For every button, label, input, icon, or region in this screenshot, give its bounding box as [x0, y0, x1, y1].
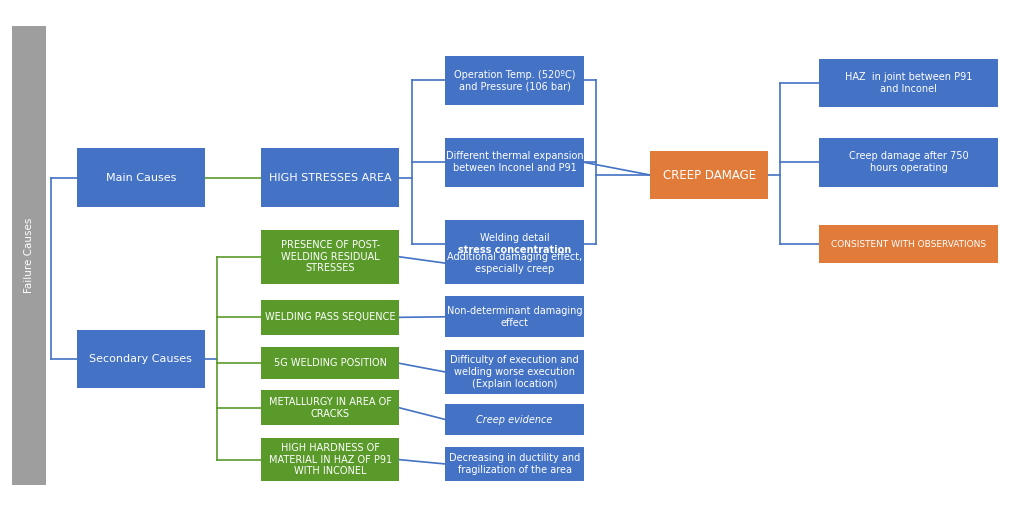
FancyBboxPatch shape: [261, 347, 399, 379]
FancyBboxPatch shape: [819, 225, 998, 263]
FancyBboxPatch shape: [445, 220, 584, 268]
FancyBboxPatch shape: [445, 243, 584, 284]
Text: HIGH STRESSES AREA: HIGH STRESSES AREA: [269, 173, 391, 182]
FancyBboxPatch shape: [77, 330, 205, 388]
Text: CONSISTENT WITH OBSERVATIONS: CONSISTENT WITH OBSERVATIONS: [831, 240, 986, 248]
Text: 5G WELDING POSITION: 5G WELDING POSITION: [273, 358, 387, 368]
FancyBboxPatch shape: [445, 350, 584, 394]
FancyBboxPatch shape: [12, 26, 46, 485]
Text: Failure Causes: Failure Causes: [25, 218, 34, 293]
Text: Additional damaging effect,
especially creep: Additional damaging effect, especially c…: [446, 252, 583, 274]
FancyBboxPatch shape: [261, 300, 399, 335]
FancyBboxPatch shape: [650, 151, 768, 199]
Text: Creep evidence: Creep evidence: [476, 414, 553, 425]
FancyBboxPatch shape: [445, 447, 584, 481]
FancyBboxPatch shape: [445, 56, 584, 105]
FancyBboxPatch shape: [261, 438, 399, 481]
Text: CREEP DAMAGE: CREEP DAMAGE: [663, 169, 756, 181]
Text: METALLURGY IN AREA OF
CRACKS: METALLURGY IN AREA OF CRACKS: [269, 397, 391, 419]
FancyBboxPatch shape: [819, 138, 998, 187]
Text: Different thermal expansion
between Inconel and P91: Different thermal expansion between Inco…: [445, 151, 584, 173]
FancyBboxPatch shape: [445, 296, 584, 337]
FancyBboxPatch shape: [77, 148, 205, 207]
FancyBboxPatch shape: [261, 148, 399, 207]
Text: Welding detail: Welding detail: [480, 233, 549, 243]
FancyBboxPatch shape: [445, 138, 584, 187]
Text: PRESENCE OF POST-
WELDING RESIDUAL
STRESSES: PRESENCE OF POST- WELDING RESIDUAL STRES…: [281, 240, 380, 273]
Text: Difficulty of execution and
welding worse execution
(Explain location): Difficulty of execution and welding wors…: [451, 356, 579, 388]
Text: Creep damage after 750
hours operating: Creep damage after 750 hours operating: [849, 151, 969, 173]
FancyBboxPatch shape: [261, 390, 399, 425]
Text: Non-determinant damaging
effect: Non-determinant damaging effect: [446, 306, 583, 328]
FancyBboxPatch shape: [819, 59, 998, 107]
Text: WELDING PASS SEQUENCE: WELDING PASS SEQUENCE: [265, 312, 395, 322]
Text: Operation Temp. (520ºC)
and Pressure (106 bar): Operation Temp. (520ºC) and Pressure (10…: [454, 69, 575, 91]
FancyBboxPatch shape: [261, 230, 399, 284]
Text: Main Causes: Main Causes: [105, 173, 176, 182]
Text: HIGH HARDNESS OF
MATERIAL IN HAZ OF P91
WITH INCONEL: HIGH HARDNESS OF MATERIAL IN HAZ OF P91 …: [268, 443, 392, 476]
FancyBboxPatch shape: [445, 404, 584, 435]
Text: stress concentration: stress concentration: [458, 245, 571, 255]
Text: Secondary Causes: Secondary Causes: [89, 354, 193, 364]
Text: Decreasing in ductility and
fragilization of the area: Decreasing in ductility and fragilizatio…: [449, 453, 581, 475]
Text: HAZ  in joint between P91
and Inconel: HAZ in joint between P91 and Inconel: [845, 72, 973, 94]
